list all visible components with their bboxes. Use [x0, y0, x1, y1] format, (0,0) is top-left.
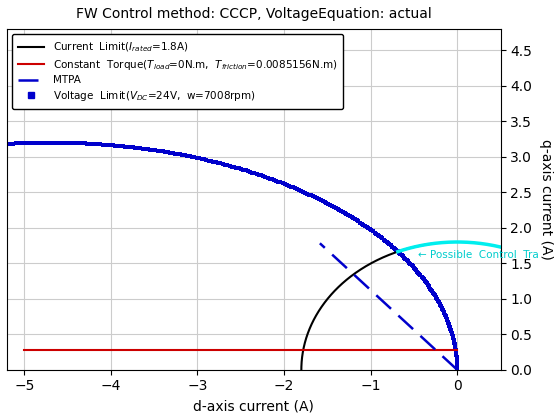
- Title: FW Control method: CCCP, VoltageEquation: actual: FW Control method: CCCP, VoltageEquation…: [76, 7, 432, 21]
- Y-axis label: q-axis current (A): q-axis current (A): [539, 139, 553, 260]
- Text: ← Possible  Control  Tra: ← Possible Control Tra: [418, 250, 539, 260]
- Legend: Current  Limit($\mathit{I}_{rated}$=1.8A), Constant  Torque($\mathit{T}_{load}$=: Current Limit($\mathit{I}_{rated}$=1.8A)…: [12, 34, 343, 109]
- X-axis label: d-axis current (A): d-axis current (A): [193, 399, 314, 413]
